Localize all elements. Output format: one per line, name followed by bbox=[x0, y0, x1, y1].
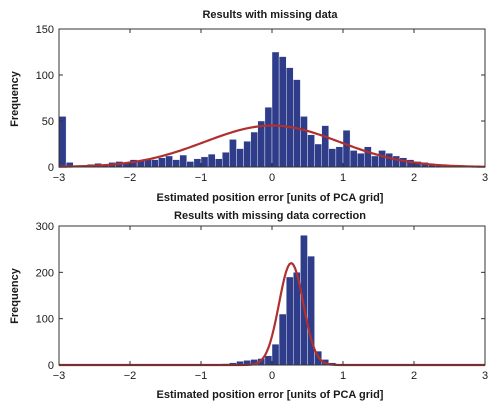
histogram-bar bbox=[392, 155, 401, 168]
histogram-bar bbox=[222, 152, 230, 168]
normal-fit-line bbox=[58, 124, 486, 168]
x-tick-label: 0 bbox=[269, 370, 275, 382]
histogram-bar bbox=[264, 106, 273, 168]
histogram-bar bbox=[349, 150, 358, 168]
y-tick-label: 100 bbox=[36, 314, 54, 326]
x-tick-label: −2 bbox=[124, 172, 137, 184]
x-axis-label: Estimated position error [units of PCA g… bbox=[157, 192, 384, 204]
histogram-bar bbox=[158, 157, 166, 168]
y-tick-label: 50 bbox=[42, 116, 54, 128]
x-tick-label: −3 bbox=[53, 172, 66, 184]
x-axis-ticks: −3 −2 −1 0 1 2 3 bbox=[53, 226, 488, 382]
x-tick-label: −3 bbox=[53, 370, 66, 382]
histogram-bar bbox=[278, 313, 287, 366]
x-tick-label: 1 bbox=[340, 370, 346, 382]
histogram-bar bbox=[165, 155, 173, 168]
y-axis-ticks: 0 100 200 300 bbox=[36, 221, 485, 372]
histogram-bar bbox=[250, 131, 258, 168]
chart-missing-data: Results with missing data −3 −2 −1 0 1 2 3 0 50… bbox=[9, 9, 488, 204]
chart-title: Results with missing data correction bbox=[174, 210, 366, 222]
x-tick-label: 3 bbox=[482, 172, 488, 184]
histogram-bar bbox=[236, 148, 244, 168]
y-tick-label: 150 bbox=[36, 24, 54, 36]
histogram-bar bbox=[271, 51, 280, 168]
histogram-bar bbox=[229, 139, 237, 168]
histogram-bar bbox=[378, 150, 386, 168]
histogram-bar bbox=[257, 120, 266, 168]
y-axis-label: Frequency bbox=[9, 267, 21, 324]
chart-missing-data-correction: Results with missing data correction −3−… bbox=[9, 210, 488, 401]
histogram-bar bbox=[385, 152, 393, 168]
histogram-bar bbox=[286, 276, 294, 366]
histogram-bar bbox=[335, 146, 344, 168]
histogram-bar bbox=[193, 158, 202, 168]
histogram-bar bbox=[357, 152, 365, 168]
histogram-bar bbox=[399, 157, 408, 168]
plot-area bbox=[59, 235, 485, 367]
y-tick-label: 0 bbox=[48, 360, 54, 372]
y-axis-ticks: 0 50 100 150 bbox=[36, 24, 485, 174]
histogram-bar bbox=[214, 158, 223, 168]
histogram-bar bbox=[186, 161, 195, 168]
x-axis-ticks: −3 −2 −1 0 1 2 3 bbox=[53, 29, 488, 184]
histogram-bar bbox=[179, 154, 187, 168]
x-tick-label: 2 bbox=[411, 370, 417, 382]
x-tick-label: −1 bbox=[195, 172, 208, 184]
y-axis-label: Frequency bbox=[9, 70, 21, 127]
histogram-bar bbox=[293, 79, 301, 168]
histogram-bar bbox=[264, 355, 273, 366]
x-axis-label: Estimated position error [units of PCA g… bbox=[157, 389, 384, 401]
histogram-bar bbox=[307, 134, 315, 168]
x-tick-label: −2 bbox=[124, 370, 137, 382]
histogram-bar bbox=[300, 235, 308, 366]
y-tick-label: 200 bbox=[36, 267, 54, 279]
histogram-bar bbox=[371, 155, 379, 168]
histogram-bar bbox=[243, 141, 251, 168]
y-tick-label: 100 bbox=[36, 70, 54, 82]
y-tick-label: 300 bbox=[36, 221, 54, 233]
x-tick-label: −1 bbox=[195, 370, 208, 382]
histogram-bar bbox=[58, 116, 67, 168]
histogram-bar bbox=[342, 129, 351, 168]
histogram-bar bbox=[314, 143, 322, 168]
chart-title: Results with missing data bbox=[202, 9, 338, 21]
histogram-bar bbox=[278, 56, 287, 168]
histogram-bar bbox=[207, 153, 216, 168]
histogram-bar bbox=[300, 116, 308, 168]
x-tick-label: 1 bbox=[340, 172, 346, 184]
histogram-bar bbox=[321, 125, 330, 168]
histogram-bar bbox=[200, 156, 209, 168]
x-tick-label: 3 bbox=[482, 370, 488, 382]
histogram-bar bbox=[151, 159, 159, 168]
histogram-bar bbox=[328, 148, 337, 168]
histogram-bar bbox=[172, 159, 180, 168]
y-tick-label: 0 bbox=[48, 162, 54, 174]
histogram-bar bbox=[286, 67, 294, 168]
x-tick-label: 0 bbox=[269, 172, 275, 184]
x-tick-label: 2 bbox=[411, 172, 417, 184]
plot-area bbox=[58, 51, 486, 168]
histogram-bar bbox=[364, 146, 372, 168]
histogram-bar bbox=[271, 343, 280, 366]
